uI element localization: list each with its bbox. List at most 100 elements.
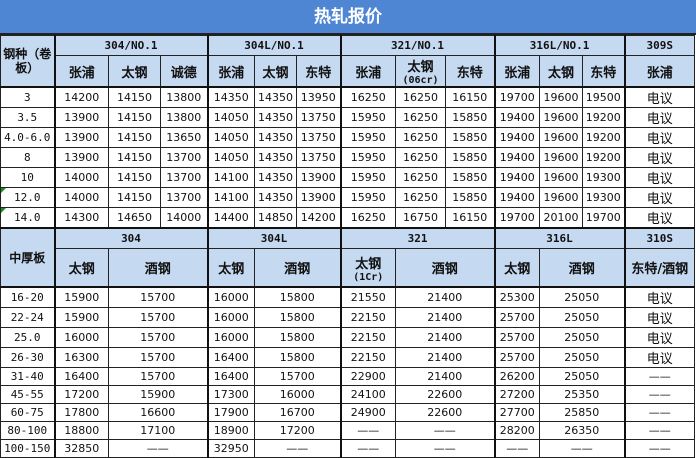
group-header: 321 xyxy=(339,227,496,249)
price-cell-text: 25300 xyxy=(499,291,535,304)
price-cell-text: 14350 xyxy=(213,91,249,104)
mill-header: 张浦 xyxy=(339,55,397,88)
price-cell-text: 13800 xyxy=(166,111,202,124)
price-cell-text: 14150 xyxy=(117,171,152,184)
mill-header: 东特 xyxy=(445,55,496,88)
mill-header-text: 东特 xyxy=(456,65,483,81)
plate-subheader-row: 太钢 酒钢 太钢 酒钢 太钢 (1Cr) 酒钢 太钢 酒钢 东特/酒钢 xyxy=(1,248,696,288)
price-cell: 15950 xyxy=(339,107,397,128)
spec-cell: 10 xyxy=(0,167,55,188)
group-header: 304L/NO.1 xyxy=(206,35,342,56)
spec-cell: 4.0-6.0 xyxy=(0,127,55,148)
price-cell-text: 19600 xyxy=(543,91,579,104)
price-cell: 电议 xyxy=(623,86,696,108)
price-cell: 25350 xyxy=(539,385,626,404)
mill-header: 东特/酒钢 xyxy=(623,248,696,288)
price-cell-text: 13700 xyxy=(166,171,202,184)
price-cell-text: 19400 xyxy=(499,151,535,164)
price-cell-text: 21400 xyxy=(427,351,463,364)
price-cell-text: 25050 xyxy=(564,370,600,383)
mill-header-text: 太钢 xyxy=(121,65,148,81)
price-cell: 24100 xyxy=(339,385,397,404)
price-cell-text: 22600 xyxy=(427,388,463,401)
price-cell: 16250 xyxy=(395,167,447,188)
price-cell: 16400 xyxy=(206,367,255,386)
price-cell: 13650 xyxy=(160,127,208,148)
price-cell: 13700 xyxy=(160,147,208,168)
price-cell: 13700 xyxy=(160,187,208,208)
price-cell-text: 15900 xyxy=(64,291,100,304)
group-header: 304L xyxy=(206,227,342,249)
price-cell-text: 24100 xyxy=(350,388,386,401)
table-row: 16-20 15900 15700 16000 15800 21550 21400 25300… xyxy=(0,286,696,308)
price-cell-text: 15900 xyxy=(140,388,176,401)
price-cell-text: 15950 xyxy=(350,151,386,164)
price-cell: 22150 xyxy=(339,307,397,328)
price-cell: 16150 xyxy=(445,207,496,229)
price-cell: 15800 xyxy=(253,327,342,348)
table-row: 100-150 32850 —— 32950 —— —— —— —— —— —— xyxy=(0,439,696,458)
price-cell-text: 32950 xyxy=(213,442,249,455)
price-cell: 32850 xyxy=(53,439,109,458)
price-cell-text: —— xyxy=(648,388,671,401)
price-cell-text: 14200 xyxy=(64,91,100,104)
table-row: 22-24 15900 15700 16000 15800 22150 21400 25700… xyxy=(0,307,696,328)
price-cell-text: 14200 xyxy=(300,211,336,224)
price-cell-text: 16250 xyxy=(350,211,386,224)
price-cell-text: 14150 xyxy=(117,191,152,204)
price-cell-text: 19600 xyxy=(543,151,579,164)
price-cell: —— xyxy=(339,439,397,458)
price-cell: 16750 xyxy=(395,207,447,229)
price-cell: 电议 xyxy=(623,286,696,308)
price-cell-text: 18800 xyxy=(64,424,100,437)
price-cell-text: 13900 xyxy=(64,151,100,164)
mill-header: 张浦 xyxy=(493,55,541,88)
price-cell: 19500 xyxy=(582,86,626,108)
price-cell-text: 18900 xyxy=(213,424,249,437)
price-cell-text: 15850 xyxy=(452,111,488,124)
price-cell: 13800 xyxy=(160,86,208,108)
spec-cell-text: 80-100 xyxy=(7,424,48,437)
price-cell-text: 14350 xyxy=(258,131,293,144)
price-cell: 13900 xyxy=(53,107,109,128)
spec-cell: 12.0 xyxy=(0,187,55,208)
mill-header: 东特 xyxy=(582,55,626,88)
price-cell-text: 15700 xyxy=(140,331,176,344)
price-cell: 17300 xyxy=(206,385,255,404)
price-cell-text: 13900 xyxy=(300,171,336,184)
price-cell-text: 19200 xyxy=(585,131,621,144)
price-cell: 14200 xyxy=(53,86,109,108)
mill-header-text: 东特 xyxy=(305,65,332,81)
table-row: 10 14000 14150 13700 14100 14350 13900 15950 162… xyxy=(0,167,696,188)
group-header-text: 316L xyxy=(546,232,573,245)
price-cell: 电议 xyxy=(623,207,696,229)
price-cell: 25700 xyxy=(493,347,541,368)
price-cell: —— xyxy=(623,421,696,440)
price-cell-text: 16250 xyxy=(403,171,439,184)
group-header: 309S xyxy=(623,35,696,56)
price-cell-text: 22150 xyxy=(350,351,386,364)
price-cell: 21550 xyxy=(339,286,397,308)
price-cell-text: 15900 xyxy=(64,311,100,324)
price-cell-text: 16000 xyxy=(279,388,315,401)
price-cell-text: 15850 xyxy=(452,131,488,144)
price-cell-text: 14150 xyxy=(117,131,152,144)
group-header-text: 304L xyxy=(260,232,288,245)
spec-cell: 3 xyxy=(0,86,55,108)
price-cell: 14050 xyxy=(206,127,255,148)
price-cell: 16250 xyxy=(339,86,397,108)
spec-cell: 16-20 xyxy=(0,286,55,308)
price-cell: 16300 xyxy=(53,347,109,368)
page-title: 热轧报价 xyxy=(0,0,696,35)
price-cell-text: 16150 xyxy=(452,91,488,104)
mill-header-text: 太钢 xyxy=(548,65,575,81)
price-cell: 14350 xyxy=(254,107,297,128)
mill-header-text: 张浦 xyxy=(504,65,531,81)
price-cell: 21400 xyxy=(395,367,496,386)
price-cell: 14350 xyxy=(254,86,297,108)
price-cell: 14000 xyxy=(53,167,109,188)
mill-header: 酒钢 xyxy=(253,248,342,288)
price-cell-text: —— xyxy=(433,442,456,455)
price-cell-text: 16700 xyxy=(279,406,315,419)
price-cell-text: —— xyxy=(506,442,529,455)
